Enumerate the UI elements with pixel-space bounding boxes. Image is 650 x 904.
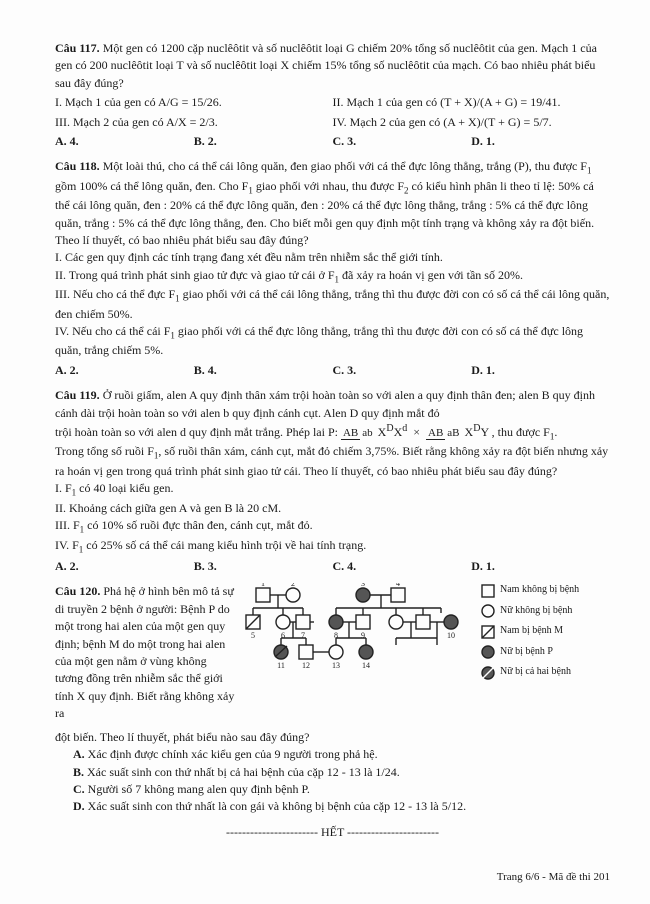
q119-i: I. F1 có 40 loại kiểu gen.: [55, 480, 610, 499]
q119-b: B. 3.: [194, 559, 217, 573]
q118-iv: IV. Nếu cho cá thể cái F1 giao phối với …: [55, 323, 610, 360]
q119-label: Câu 119.: [55, 388, 100, 402]
q118-c: C. 3.: [333, 363, 357, 377]
svg-text:10: 10: [447, 631, 455, 640]
legend-female-normal: Nữ không bị bệnh: [481, 604, 611, 619]
q118-t1: Một loài thú, cho cá thể cái lông quăn, …: [103, 159, 587, 173]
q119-p2: trội hoàn toàn so với alen d quy định mắ…: [55, 422, 610, 443]
q120-tail: đột biến. Theo lí thuyết, phát biểu nào …: [55, 729, 610, 746]
q120-c: Người số 7 không mang alen quy định bệnh…: [88, 782, 310, 796]
svg-text:7: 7: [301, 631, 305, 640]
svg-text:1: 1: [261, 583, 265, 588]
svg-text:8: 8: [334, 631, 338, 640]
legend-female-p: Nữ bị bệnh P: [481, 645, 611, 660]
q117-c: C. 3.: [333, 134, 357, 148]
q118-d: D. 1.: [471, 363, 495, 377]
svg-text:5: 5: [251, 631, 255, 640]
q119-p3: Trong tổng số ruồi F1, số ruồi thân xám,…: [55, 443, 610, 480]
q117-text: Một gen có 1200 cặp nuclêôtit và số nucl…: [55, 41, 597, 90]
q118-iii: III. Nếu cho cá thể đực F1 giao phối với…: [55, 286, 610, 323]
q117-ii: II. Mạch 1 của gen có (T + X)/(A + G) = …: [333, 94, 611, 111]
q120-text-wrap: Câu 120. Phả hệ ở hình bên mô tả sự di t…: [55, 583, 241, 722]
q117-iv: IV. Mạch 2 của gen có (A + X)/(T + G) = …: [333, 114, 611, 131]
q117-a: A. 4.: [55, 134, 79, 148]
q119-c: C. 4.: [333, 559, 357, 573]
q117-b: B. 2.: [194, 134, 217, 148]
end-marker: ----------------------- HẾT ------------…: [55, 824, 610, 841]
q119-a: A. 2.: [55, 559, 79, 573]
q118-t1b: gồm 100% cá thể lông quăn, đen. Cho F: [55, 179, 248, 193]
q119-ii: II. Khoảng cách giữa gen A và gen B là 2…: [55, 500, 610, 517]
legend-male-normal: Nam không bị bệnh: [481, 583, 611, 598]
svg-text:6: 6: [281, 631, 285, 640]
q118-t1c: giao phối với nhau, thu được F: [253, 179, 404, 193]
svg-text:14: 14: [362, 661, 370, 670]
question-120: Câu 120. Phả hệ ở hình bên mô tả sự di t…: [55, 583, 610, 815]
q117-label: Câu 117.: [55, 41, 100, 55]
q118-a: A. 2.: [55, 363, 79, 377]
q119-iv: IV. F1 có 25% số cá thể cái mang kiểu hì…: [55, 537, 610, 556]
q118-i: I. Các gen quy định các tính trạng đang …: [55, 249, 610, 266]
q118-label: Câu 118.: [55, 159, 100, 173]
q117-d: D. 1.: [471, 134, 495, 148]
q120-text: Phả hệ ở hình bên mô tả sự di truyền 2 b…: [55, 584, 234, 720]
q118-b: B. 4.: [194, 363, 217, 377]
q118-ii: II. Trong quá trình phát sinh giao tử đự…: [55, 267, 610, 286]
question-119: Câu 119. Ở ruồi giấm, alen A quy định th…: [55, 387, 610, 575]
svg-text:12: 12: [302, 661, 310, 670]
q117-iii: III. Mạch 2 của gen có A/X = 2/3.: [55, 114, 333, 131]
legend: Nam không bị bệnh Nữ không bị bệnh Nam b…: [481, 583, 611, 686]
svg-text:9: 9: [361, 631, 365, 640]
q119-iii: III. F1 có 10% số ruồi đực thân đen, cán…: [55, 517, 610, 536]
svg-text:13: 13: [332, 661, 340, 670]
question-118: Câu 118. Một loài thú, cho cá thể cái lô…: [55, 158, 610, 379]
q120-b: Xác suất sinh con thứ nhất bị cả hai bện…: [87, 765, 400, 779]
q117-i: I. Mạch 1 của gen có A/G = 15/26.: [55, 94, 333, 111]
q119-d: D. 1.: [471, 559, 495, 573]
svg-text:3: 3: [361, 583, 365, 588]
q120-a: Xác định được chính xác kiểu gen của 9 n…: [88, 747, 378, 761]
q120-label: Câu 120.: [55, 584, 100, 598]
legend-female-both: Nữ bị cả hai bệnh: [481, 665, 611, 680]
svg-text:4: 4: [396, 583, 400, 588]
q120-d: Xác suất sinh con thứ nhất là con gái và…: [88, 799, 466, 813]
svg-text:2: 2: [291, 583, 295, 588]
exam-page: Câu 117. Một gen có 1200 cặp nuclêôtit v…: [0, 0, 650, 904]
pedigree-diagram: 1 2 3 4 5 6 7 8 9 10 11 12 13 14: [241, 583, 481, 728]
legend-male-m: Nam bị bệnh M: [481, 624, 611, 639]
svg-text:11: 11: [277, 661, 285, 670]
question-117: Câu 117. Một gen có 1200 cặp nuclêôtit v…: [55, 40, 610, 150]
page-footer: Trang 6/6 - Mã đề thi 201: [497, 870, 610, 886]
q119-p1: Ở ruồi giấm, alen A quy định thân xám tr…: [55, 388, 595, 419]
